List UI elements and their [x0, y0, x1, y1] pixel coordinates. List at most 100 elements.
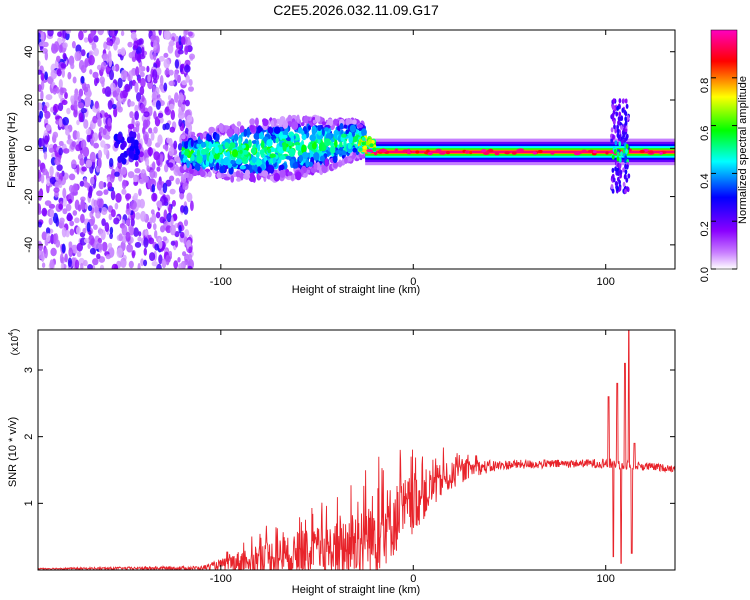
spectrogram-band-cell: [196, 155, 203, 164]
spectrogram-burst-cell: [610, 127, 614, 133]
spectrogram-noise-cell: [186, 192, 193, 203]
x-tick-label: -100: [210, 573, 232, 585]
spectrogram-band-cell: [231, 149, 239, 158]
spectrogram-noise-cell: [125, 193, 132, 200]
spectrogram-noise-cell: [143, 259, 148, 267]
spectrogram-noise-cell: [49, 208, 55, 219]
spectrogram-noise-cell: [94, 100, 99, 109]
spectrogram-band-cell: [305, 158, 310, 168]
spectrogram-noise-cell: [154, 230, 158, 239]
spectrogram-band-cell: [208, 154, 214, 164]
spectrogram-noise-cell: [84, 203, 89, 210]
spectrogram-noise-cell: [54, 157, 61, 166]
spectrogram-noise-cell: [120, 47, 126, 56]
spectrogram-noise-cell: [187, 31, 193, 37]
spectrogram-noise-cell: [163, 82, 168, 92]
spectrogram-band-cell: [233, 133, 239, 142]
spectrogram-noise-cell: [89, 247, 96, 255]
spectrogram-noise-cell: [178, 35, 182, 46]
spectrogram-noise-cell: [87, 264, 93, 269]
spectrogram-noise-cell: [60, 62, 67, 69]
spectrogram-noise-cell: [133, 139, 139, 147]
spectrogram-noise-cell: [184, 99, 190, 107]
snr-x-label: Height of straight line (km): [292, 584, 420, 596]
spectrogram-tone-peak: [537, 149, 543, 154]
spectrogram-noise-cell: [93, 142, 99, 149]
spectrogram-noise-cell: [168, 205, 172, 213]
spectrogram-noise-cell: [147, 146, 153, 156]
spectrogram-band-cell: [361, 137, 366, 141]
spectrogram-noise-cell: [109, 226, 114, 235]
spectrogram-noise-cell: [53, 187, 60, 193]
spectrogram-burst-cell: [625, 103, 629, 109]
spectrogram-noise-cell: [117, 77, 123, 89]
spectrogram-noise-cell: [186, 114, 193, 123]
spectrogram-noise-cell: [152, 51, 157, 61]
spectrogram-noise-cell: [124, 83, 131, 92]
spectrogram-noise-cell: [137, 262, 141, 269]
spectrogram-band-cell: [295, 171, 302, 181]
spectrogram-burst-cell: [610, 184, 614, 190]
spectrogram-tone-peak: [394, 148, 399, 152]
spectrogram-band-cell: [239, 165, 246, 170]
spectrogram-noise-cell: [172, 213, 178, 221]
spectrogram-band-cell: [347, 143, 352, 150]
spectrogram-noise-cell: [40, 31, 45, 43]
spectrogram-burst-cell: [618, 179, 621, 185]
spectrogram-noise-cell: [49, 259, 55, 269]
spectrogram-band-cell: [292, 162, 297, 169]
spectrogram-tone-peak: [581, 149, 587, 153]
spectrogram-band-cell: [372, 147, 377, 152]
spectrogram-band-cell: [202, 132, 207, 138]
spectrogram-noise-cell: [152, 69, 158, 81]
spectrogram-noise-cell: [131, 250, 136, 259]
spectrogram-tone-peak: [481, 149, 487, 153]
spectrogram-noise-cell: [183, 219, 189, 227]
spectrogram-noise-cell: [185, 74, 190, 83]
spectrogram-band-cell: [333, 129, 339, 136]
spectrogram-band-cell: [335, 150, 342, 155]
spectrogram-burst-cell: [625, 164, 629, 170]
x-tick-label: -100: [210, 276, 232, 288]
spectrogram-noise-cell: [127, 123, 135, 130]
spectrogram-band-cell: [324, 127, 329, 132]
spectrogram-noise-cell: [159, 216, 165, 224]
spectrogram-noise-cell: [73, 100, 78, 111]
spectrogram-noise-cell: [156, 263, 162, 269]
spectrogram-band-cell: [182, 157, 186, 163]
spectrogram-x-ticks: -100 0 100: [210, 30, 615, 288]
spectrogram-noise-cell: [38, 209, 42, 215]
spectrogram-noise-cell: [139, 86, 145, 96]
spectrogram-band-cell: [259, 149, 265, 156]
spectrogram-noise-cell: [76, 242, 84, 252]
spectrogram-noise-cell: [168, 138, 173, 147]
spectrogram-band-cell: [339, 123, 344, 130]
spectrogram-band-cell: [208, 126, 216, 134]
spectrogram-burst-cell: [624, 188, 627, 194]
spectrogram-noise-cell: [150, 209, 155, 215]
spectrogram-noise-cell: [149, 169, 156, 179]
spectrogram-noise-cell: [79, 180, 85, 187]
snr-x-ticks: -100 0 100: [210, 330, 615, 585]
spectrogram-band-cell: [324, 138, 331, 147]
spectrogram-noise-cell: [152, 40, 158, 51]
spectrogram-noise-cell: [121, 224, 128, 236]
spectrogram-noise-cell: [162, 123, 167, 131]
spectrogram-burst-cell: [625, 135, 628, 141]
colorbar-tick-label: 0.4: [699, 173, 711, 188]
spectrogram-noise-cell: [164, 144, 169, 152]
spectrogram-x-label: Height of straight line (km): [292, 284, 420, 296]
spectrogram-noise-cell: [87, 205, 93, 212]
spectrogram-band-cell: [259, 131, 264, 140]
spectrogram-band-cell: [226, 128, 234, 138]
spectrogram-band-cell: [239, 125, 245, 135]
spectrogram-noise-cell: [165, 179, 172, 187]
spectrogram-noise-cell: [97, 149, 103, 159]
spectrogram-noise-cell: [82, 146, 90, 158]
spectrogram-burst-cell: [614, 181, 618, 187]
y-tick-label: 40: [23, 46, 35, 58]
spectrogram-noise-cell: [153, 110, 157, 120]
spectrogram-tone-peak: [483, 151, 490, 155]
spectrogram-noise-cell: [165, 254, 170, 266]
spectrogram-noise-cell: [55, 216, 59, 227]
